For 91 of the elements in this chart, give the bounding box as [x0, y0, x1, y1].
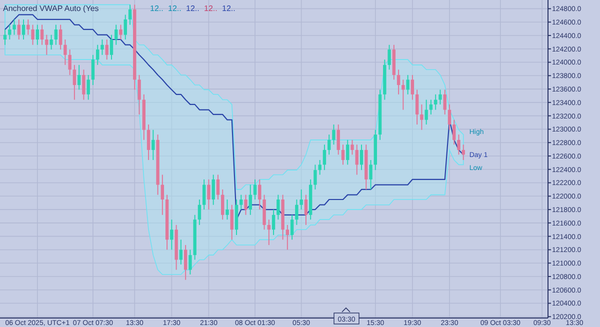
- candlestick: [110, 34, 114, 60]
- candlestick: [128, 4, 132, 26]
- candlestick: [114, 24, 118, 46]
- candlestick: [318, 160, 322, 176]
- candlestick: [267, 219, 271, 246]
- candlestick: [50, 34, 53, 50]
- candlestick: [410, 74, 414, 100]
- candlestick: [415, 89, 419, 126]
- candlestick: [146, 124, 150, 161]
- candlestick: [248, 184, 252, 216]
- annotation: 12..: [222, 4, 236, 13]
- candlestick: [322, 144, 326, 171]
- candlestick: [240, 194, 243, 210]
- candlestick: [434, 94, 438, 110]
- candlestick: [429, 99, 433, 115]
- candlestick: [31, 24, 34, 46]
- candlestick: [286, 224, 290, 250]
- candlestick: [355, 144, 358, 176]
- candlestick: [68, 49, 72, 76]
- candlestick: [276, 194, 280, 220]
- candlestick: [462, 144, 465, 161]
- candlestick: [314, 164, 317, 190]
- candlestick: [179, 239, 183, 265]
- candlestick: [86, 74, 90, 100]
- candlestick: [152, 129, 155, 161]
- candlestick: [332, 124, 336, 146]
- candlestick: [244, 194, 248, 216]
- candlestick: [96, 44, 100, 66]
- candlestick: [105, 39, 108, 60]
- candlestick: [448, 104, 452, 130]
- candlestick: [72, 64, 76, 100]
- annotation: 12..: [150, 4, 164, 13]
- candlestick: [350, 139, 354, 156]
- candlestick: [100, 39, 104, 56]
- candlestick: [272, 209, 276, 236]
- candlestick: [54, 24, 58, 46]
- candlestick: [438, 89, 442, 105]
- candlestick: [160, 174, 164, 216]
- candlestick: [184, 244, 188, 280]
- candlestick: [12, 18, 16, 36]
- candlestick: [420, 104, 424, 130]
- candlestick: [207, 178, 210, 210]
- candlestick: [290, 214, 294, 240]
- candlestick: [424, 99, 428, 126]
- candlestick: [230, 204, 234, 240]
- candlestick: [452, 119, 456, 146]
- candlestick: [26, 18, 30, 36]
- text: Anchored VWAP Auto (Yes: [3, 4, 99, 13]
- candlestick: [45, 34, 48, 56]
- candlestick: [212, 174, 215, 206]
- candlestick: [406, 74, 410, 95]
- candlestick: [457, 134, 460, 156]
- candlestick: [188, 249, 192, 275]
- candlestick: [328, 134, 331, 156]
- candlestick: [202, 178, 206, 210]
- candlestick: [341, 144, 345, 166]
- annotation: 12..: [168, 4, 182, 13]
- candlestick: [64, 39, 67, 66]
- candlestick: [360, 144, 364, 171]
- candlestick: [258, 178, 262, 210]
- candlestick: [221, 188, 224, 220]
- candlestick: [3, 28, 7, 46]
- candlestick: [119, 24, 122, 40]
- candlestick: [8, 24, 12, 40]
- candlestick: [36, 24, 40, 46]
- candlestick: [402, 79, 405, 110]
- candlestick: [253, 178, 257, 200]
- candlestick: [58, 24, 62, 50]
- candlestick: [40, 24, 44, 46]
- candlestick: [369, 160, 372, 190]
- candlestick: [304, 194, 308, 226]
- candlestick: [91, 54, 95, 86]
- candlestick: [388, 44, 391, 70]
- candlestick: [226, 199, 229, 220]
- candlestick: [346, 139, 350, 166]
- candlestick: [138, 74, 141, 115]
- candlestick: [198, 199, 202, 226]
- candlestick: [77, 64, 81, 90]
- candlestick: [396, 69, 400, 95]
- candlestick: [336, 124, 340, 156]
- candlestick: [170, 219, 174, 250]
- annotation: 12..: [186, 4, 200, 13]
- candlestick: [22, 18, 26, 40]
- annotation: 12..: [204, 4, 218, 13]
- candlestick: [17, 18, 20, 40]
- candlestick: [300, 188, 303, 210]
- candlestick: [216, 174, 220, 200]
- candlestick: [295, 199, 298, 226]
- candlestick: [124, 14, 127, 40]
- candlestick: [82, 69, 86, 100]
- candlestick: [443, 89, 446, 115]
